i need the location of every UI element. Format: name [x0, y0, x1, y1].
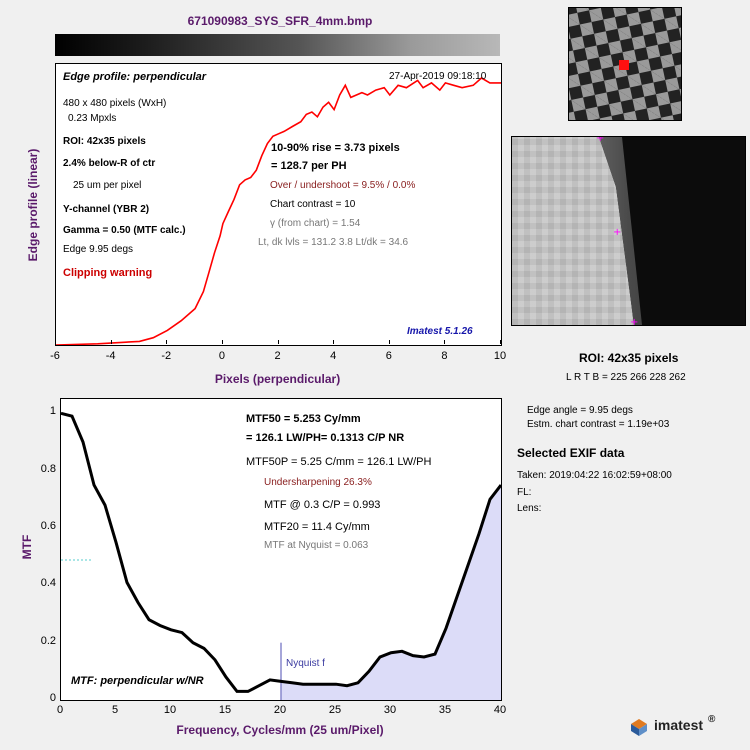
edge-roi: ROI: 42x35 pixels [63, 136, 146, 147]
nyquist-region-fill [281, 485, 501, 700]
imatest-version: Imatest 5.1.26 [407, 326, 473, 337]
exif-title: Selected EXIF data [517, 446, 625, 460]
mtf-at-cp: MTF @ 0.3 C/P = 0.993 [264, 499, 381, 511]
edge-gamma: Gamma = 0.50 (MTF calc.) [63, 225, 186, 236]
edge-channel: Y-channel (YBR 2) [63, 204, 150, 215]
edge-xtick-mark [388, 340, 390, 344]
mtf-xtick-label: 0 [56, 704, 64, 716]
light-dark-levels: Lt, dk lvls = 131.2 3.8 Lt/dk = 34.6 [258, 237, 409, 248]
gamma-from-chart: γ (from chart) = 1.54 [270, 218, 361, 229]
file-title: 671090983_SYS_SFR_4mm.bmp [187, 14, 373, 28]
mtf-curve [61, 411, 501, 693]
edge-xtick-label: 6 [385, 350, 392, 362]
edge-xtick-label: -2 [161, 350, 172, 362]
mtf-xtick-label: 40 [493, 704, 507, 716]
nyquist-label: Nyquist f [286, 658, 325, 669]
mtf-ylabel: MTF [20, 534, 34, 560]
edge-xtick-mark [110, 340, 112, 344]
edge-angle-info: Edge angle = 9.95 degs [527, 405, 633, 416]
edge-marker-bottom: + [630, 317, 639, 326]
mtf-xtick-label: 10 [163, 704, 177, 716]
imatest-logo-mark: ® [708, 714, 716, 725]
mtf-xtick-label: 25 [328, 704, 342, 716]
mtf-xtick-label: 5 [111, 704, 119, 716]
edge-below-r: 2.4% below-R of ctr [63, 158, 156, 169]
edge-xtick-label: -4 [105, 350, 116, 362]
mtf-xtick-label: 35 [438, 704, 452, 716]
edge-xlabel: Pixels (perpendicular) [214, 372, 341, 386]
imatest-logo-icon [631, 719, 647, 736]
imatest-logo: imatest ® [628, 714, 738, 737]
exif-taken: Taken: 2019:04:22 16:02:59+08:00 [517, 470, 672, 481]
edge-info-mpx: 0.23 Mpxls [68, 113, 117, 124]
undersharpening: Undersharpening 26.3% [264, 477, 372, 488]
edge-xtick-mark [166, 340, 168, 344]
rise-value: 10-90% rise = 3.73 pixels [271, 142, 400, 154]
exif-lens: Lens: [517, 503, 542, 514]
edge-marker-mid: + [613, 227, 622, 238]
rise-per-ph: = 128.7 per PH [271, 160, 347, 172]
edge-xtick-label: 2 [274, 350, 281, 362]
edge-ylabel: Edge profile (linear) [26, 148, 40, 262]
mtf-plot: MTF50 = 5.253 Cy/mm = 126.1 LW/PH= 0.131… [60, 398, 502, 701]
roi-image[interactable]: + + + [511, 136, 746, 326]
mtf-ytick-label: 0.8 [40, 462, 56, 475]
mtf20-value: MTF20 = 11.4 Cy/mm [264, 521, 370, 533]
edge-xtick-mark [221, 340, 223, 344]
mtf-xtick-label: 20 [273, 704, 287, 716]
mtf-xlabel: Frequency, Cycles/mm (25 um/Pixel) [176, 723, 384, 737]
edge-xtick-label: 10 [493, 350, 507, 362]
edge-xtick-label: 4 [330, 350, 337, 362]
edge-info-size: 480 x 480 pixels (WxH) [63, 98, 167, 109]
edge-xtick-label: 8 [441, 350, 448, 362]
edge-xtick-mark [444, 340, 446, 344]
chart-thumbnail[interactable] [568, 7, 682, 121]
overshoot: Over / undershoot = 9.5% / 0.0% [270, 180, 416, 191]
gray-gradient-bar [55, 34, 500, 56]
clipping-warning: Clipping warning [63, 267, 153, 279]
mtf-ytick-label: 0.2 [40, 634, 56, 647]
mtf50-value: MTF50 = 5.253 Cy/mm [246, 413, 361, 425]
mtf-legend: MTF: perpendicular w/NR [71, 675, 204, 687]
mtf-svg [61, 411, 501, 700]
chart-contrast-info: Estm. chart contrast = 1.19e+03 [527, 419, 670, 430]
edge-xtick-mark [277, 340, 279, 344]
edge-pixel-size: 25 um per pixel [73, 180, 142, 191]
roi-title: ROI: 42x35 pixels [579, 351, 679, 365]
edge-profile-line [56, 77, 501, 345]
roi-coords: L R T B = 225 266 228 262 [566, 372, 686, 383]
mtf-ytick-label: 0.4 [40, 577, 56, 590]
edge-timestamp: 27-Apr-2019 09:18:10 [389, 71, 487, 82]
edge-xtick-mark [333, 340, 335, 344]
edge-xtick-mark [55, 340, 56, 344]
mtf-xtick-label: 15 [218, 704, 232, 716]
mtf-ytick-label: 0 [49, 692, 56, 704]
roi-marker [619, 60, 629, 70]
imatest-logo-text: imatest [654, 717, 704, 733]
edge-angle: Edge 9.95 degs [63, 244, 134, 255]
edge-xtick-mark [500, 340, 501, 344]
edge-heading: Edge profile: perpendicular [63, 71, 207, 83]
mtf50-lwph: = 126.1 LW/PH= 0.1313 C/P NR [246, 432, 405, 444]
edge-marker-top: + [596, 136, 605, 144]
edge-svg [56, 77, 501, 345]
mtf50p-value: MTF50P = 5.25 C/mm = 126.1 LW/PH [246, 456, 432, 468]
edge-xtick-label: 0 [218, 350, 225, 362]
mtf-ytick-label: 1 [49, 405, 56, 418]
mtf-at-nyquist: MTF at Nyquist = 0.063 [264, 540, 369, 551]
edge-xtick-label: -6 [50, 350, 60, 362]
chart-contrast: Chart contrast = 10 [270, 199, 356, 210]
mtf-ytick-label: 0.6 [40, 520, 56, 532]
edge-profile-plot: Edge profile: perpendicular 27-Apr-2019 … [55, 63, 502, 346]
mtf-xtick-label: 30 [383, 704, 397, 716]
exif-fl: FL: [517, 487, 532, 498]
